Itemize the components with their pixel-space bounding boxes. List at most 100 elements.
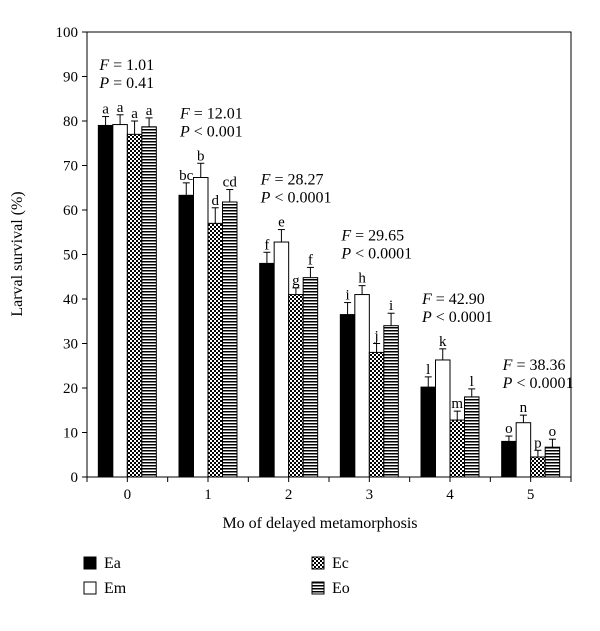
y-tick-label: 40 [63,292,78,308]
bar-ea-0 [97,124,114,478]
p-symbol: P [502,375,513,392]
significance-letter: h [358,271,366,287]
bar-ea-2 [259,262,275,478]
bar-ea-4 [420,386,436,478]
bar-ec-3 [368,351,385,478]
significance-letter: p [534,435,542,451]
f-statistic-label: F = 38.36 [502,357,566,374]
bar-ec-0 [126,133,143,478]
bar-eo-4 [464,396,480,478]
p-symbol: P [340,246,351,263]
f-statistic-label: F = 29.65 [340,228,404,245]
significance-letter: bc [179,168,194,184]
significance-letter: a [131,106,138,122]
f-statistic-label: F = 1.01 [98,57,154,74]
legend-label-ec: Ec [332,555,349,572]
significance-letter: a [146,103,153,119]
significance-letter: cd [223,175,238,191]
f-statistic-label: F = 42.90 [421,291,485,308]
y-tick-label: 50 [63,248,78,264]
f-symbol: F [502,357,513,374]
p-symbol: P [98,75,109,92]
significance-letter: e [278,215,285,231]
f-statistic-label: F = 28.27 [260,172,324,189]
f-statistic-label: F = 12.01 [179,105,243,122]
bar-em-0 [112,124,128,478]
y-tick-label: 90 [63,70,78,86]
y-tick-label: 30 [63,337,78,353]
bar-em-3 [354,294,370,478]
p-value-label: P < 0.0001 [260,190,332,207]
legend-label-em: Em [104,580,127,597]
p-value-label: P < 0.0001 [421,309,493,326]
significance-letter: l [426,362,430,378]
bar-ec-1 [207,222,223,478]
legend-swatch-ec [311,556,325,570]
legend-swatch-em [83,581,97,595]
y-tick-label: 20 [63,381,78,397]
significance-letter: d [212,193,220,209]
bar-eo-2 [302,277,319,478]
significance-letter: j [373,329,378,345]
x-axis-title: Mo of delayed metamorphosis [222,515,417,532]
y-tick-label: 10 [63,426,78,442]
y-tick-label: 0 [71,470,79,486]
f-symbol: F [179,105,190,122]
bar-eo-3 [383,325,399,478]
y-axis-title: Larval survival (%) [9,191,26,316]
significance-letter: n [520,400,528,416]
f-symbol: F [98,57,109,74]
significance-letter: m [451,396,463,412]
significance-letter: k [439,334,447,350]
x-tick-label: 2 [285,487,293,503]
y-tick-label: 70 [63,159,78,175]
significance-letter: a [117,100,124,116]
bar-eo-0 [141,126,157,478]
bar-em-1 [193,177,209,478]
significance-letter: f [264,237,269,253]
p-symbol: P [421,309,432,326]
f-symbol: F [260,172,271,189]
bar-eo-1 [222,201,238,478]
significance-letter: b [197,148,205,164]
f-symbol: F [340,228,351,245]
significance-letter: o [505,421,513,437]
bar-em-5 [515,422,532,478]
y-tick-label: 80 [63,114,78,130]
significance-letter: i [389,298,393,314]
significance-letter: a [102,102,109,118]
x-tick-label: 5 [527,487,535,503]
y-tick-label: 60 [63,203,78,219]
plot-frame [86,31,572,478]
significance-letter: o [549,424,557,440]
significance-letter: l [470,374,474,390]
p-symbol: P [179,123,190,140]
significance-letter: f [308,252,313,268]
p-value-label: P < 0.0001 [340,246,412,263]
bar-em-4 [435,359,451,478]
x-tick-label: 3 [366,487,374,503]
p-value-label: P = 0.41 [98,75,154,92]
y-tick-label: 100 [56,25,79,41]
bar-ec-5 [530,456,546,478]
significance-letter: g [292,273,300,289]
f-symbol: F [421,291,432,308]
bar-em-2 [273,241,290,478]
bar-ea-3 [339,314,356,478]
bar-ea-1 [178,194,194,478]
bar-ec-4 [449,419,465,478]
x-tick-label: 0 [124,487,132,503]
bar-ea-5 [501,440,517,478]
legend: Ea Em Ec Eo [83,555,350,597]
bars-layer [97,114,561,478]
legend-label-eo: Eo [332,580,350,597]
legend-swatch-eo [311,581,325,595]
significance-letter: i [345,288,349,304]
legend-swatch-ea [83,556,97,570]
bar-eo-5 [544,446,561,478]
x-tick-label: 1 [204,487,212,503]
